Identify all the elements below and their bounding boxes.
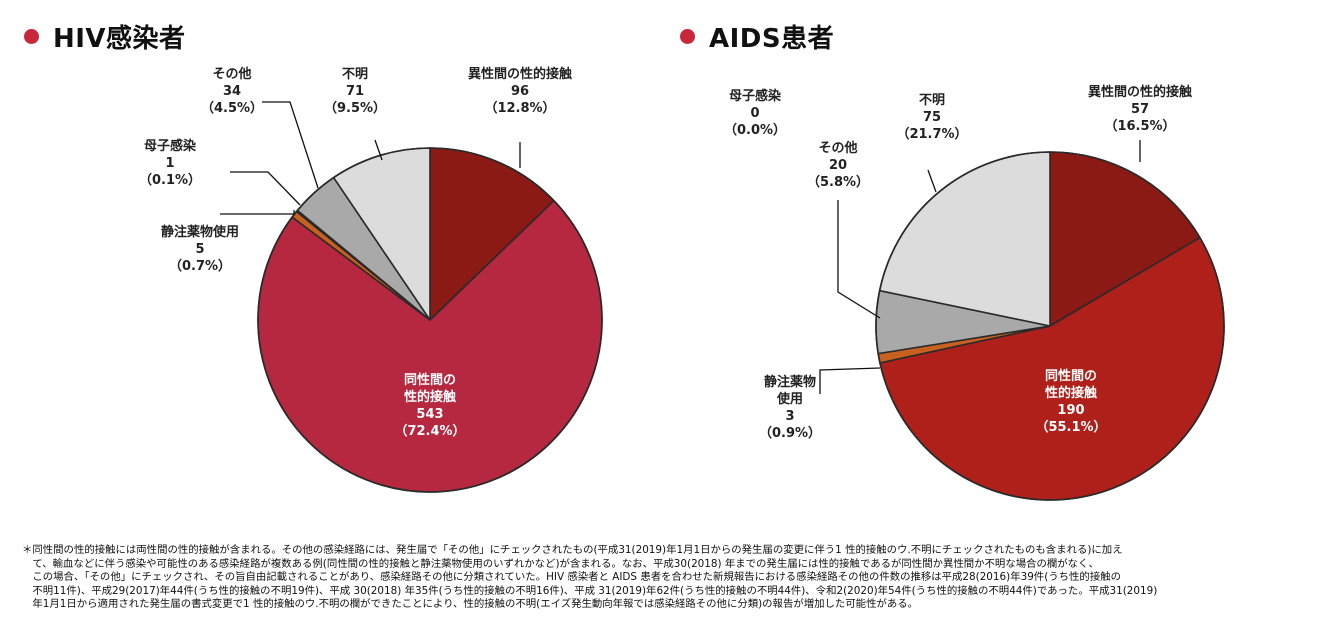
hiv-pie (257, 147, 603, 493)
aids-label-4-line-0: その他 (818, 140, 857, 156)
aids-leader-5 (927, 169, 937, 193)
aids-label-2-line-3: （0.9%） (759, 425, 821, 441)
hiv-pie-outline (257, 147, 603, 493)
hiv-label-5: 不明 71 （9.5%） (324, 67, 386, 116)
aids-label-3-line-0: 母子感染 (729, 88, 782, 104)
aids-label-0-line-2: （16.5%） (1104, 118, 1175, 134)
hiv-leader-3 (230, 171, 301, 206)
hiv-heading: HIV感染者 (24, 18, 186, 55)
hiv-label-1: 同性間の性的接触 543 （72.4%） (394, 372, 465, 439)
aids-label-4: その他 20 （5.8%） (807, 140, 869, 190)
hiv-label-1-line-2: 543 (416, 407, 443, 422)
aids-label-4-line-2: （5.8%） (807, 174, 869, 190)
hiv-label-0: 異性間の性的接触 96 （12.8%） (468, 66, 572, 116)
bullet-dot-icon (24, 29, 39, 44)
hiv-leader-4 (262, 101, 319, 189)
hiv-leader-5 (374, 139, 383, 161)
hiv-label-4-line-0: その他 (212, 66, 251, 82)
hiv-label-1-line-0: 同性間の (404, 372, 456, 388)
aids-label-5-line-0: 不明 (919, 93, 945, 108)
hiv-label-2: 静注薬物使用 5 （0.7%） (161, 224, 239, 274)
hiv-label-0-line-1: 96 (511, 84, 529, 99)
aids-label-3: 母子感染 0 （0.0%） (724, 88, 786, 138)
hiv-label-5-line-0: 不明 (342, 67, 368, 82)
hiv-label-4-line-2: （4.5%） (201, 100, 263, 116)
hiv-label-0-line-2: （12.8%） (484, 100, 555, 116)
aids-label-2: 静注薬物使用 3 （0.9%） (759, 374, 821, 441)
hiv-label-2-line-1: 5 (195, 242, 204, 257)
hiv-label-2-line-0: 静注薬物使用 (161, 224, 239, 240)
aids-label-0: 異性間の性的接触 57 （16.5%） (1088, 84, 1192, 134)
pie-charts: 異性間の性的接触 96 （12.8%）同性間の性的接触 543 （72.4%）静注薬物使… (139, 66, 1225, 501)
footnote: ＊同性間の性的接触には両性間の性的接触が含まれる。その他の感染経路には、発生届で… (22, 544, 1158, 611)
aids-leader-4 (837, 200, 881, 319)
aids-label-1: 同性間の性的接触 190 （55.1%） (1035, 368, 1106, 435)
hiv-label-1-line-1: 性的接触 (404, 389, 456, 405)
aids-label-1-line-2: 190 (1057, 403, 1084, 418)
aids-chart-title: AIDS患者 (709, 24, 835, 54)
aids-label-3-line-2: （0.0%） (724, 122, 786, 138)
hiv-label-3-line-0: 母子感染 (144, 138, 197, 154)
aids-label-1-line-0: 同性間の (1045, 368, 1097, 384)
aids-pie-outline (875, 151, 1225, 501)
hiv-label-3: 母子感染 1 （0.1%） (139, 138, 201, 188)
hiv-label-1-line-3: （72.4%） (394, 423, 465, 439)
bullet-dot-icon (680, 29, 695, 44)
aids-leader-2 (819, 367, 881, 394)
hiv-label-2-line-2: （0.7%） (169, 258, 231, 274)
aids-label-0-line-1: 57 (1131, 102, 1149, 117)
aids-label-5-line-2: （21.7%） (896, 126, 967, 142)
aids-pie (875, 151, 1225, 501)
aids-label-2-line-0: 静注薬物 (764, 374, 816, 390)
hiv-label-4-line-1: 34 (223, 84, 241, 99)
aids-label-1-line-1: 性的接触 (1045, 385, 1097, 401)
aids-label-1-line-3: （55.1%） (1035, 419, 1106, 435)
aids-label-5-line-1: 75 (923, 110, 941, 125)
aids-label-0-line-0: 異性間の性的接触 (1088, 84, 1192, 100)
aids-heading: AIDS患者 (680, 18, 834, 55)
hiv-label-3-line-1: 1 (165, 156, 174, 171)
aids-label-5: 不明 75 （21.7%） (896, 93, 967, 142)
hiv-label-0-line-0: 異性間の性的接触 (468, 66, 572, 82)
hiv-label-3-line-2: （0.1%） (139, 172, 201, 188)
hiv-leader-2 (220, 210, 295, 215)
hiv-chart-title: HIV感染者 (53, 24, 186, 54)
aids-label-2-line-2: 3 (785, 409, 794, 424)
hiv-label-5-line-2: （9.5%） (324, 100, 386, 116)
hiv-label-4: その他 34 （4.5%） (201, 66, 263, 116)
aids-label-2-line-1: 使用 (776, 391, 803, 407)
hiv-label-5-line-1: 71 (346, 84, 364, 99)
aids-label-3-line-1: 0 (750, 106, 759, 121)
aids-label-4-line-1: 20 (829, 158, 847, 173)
